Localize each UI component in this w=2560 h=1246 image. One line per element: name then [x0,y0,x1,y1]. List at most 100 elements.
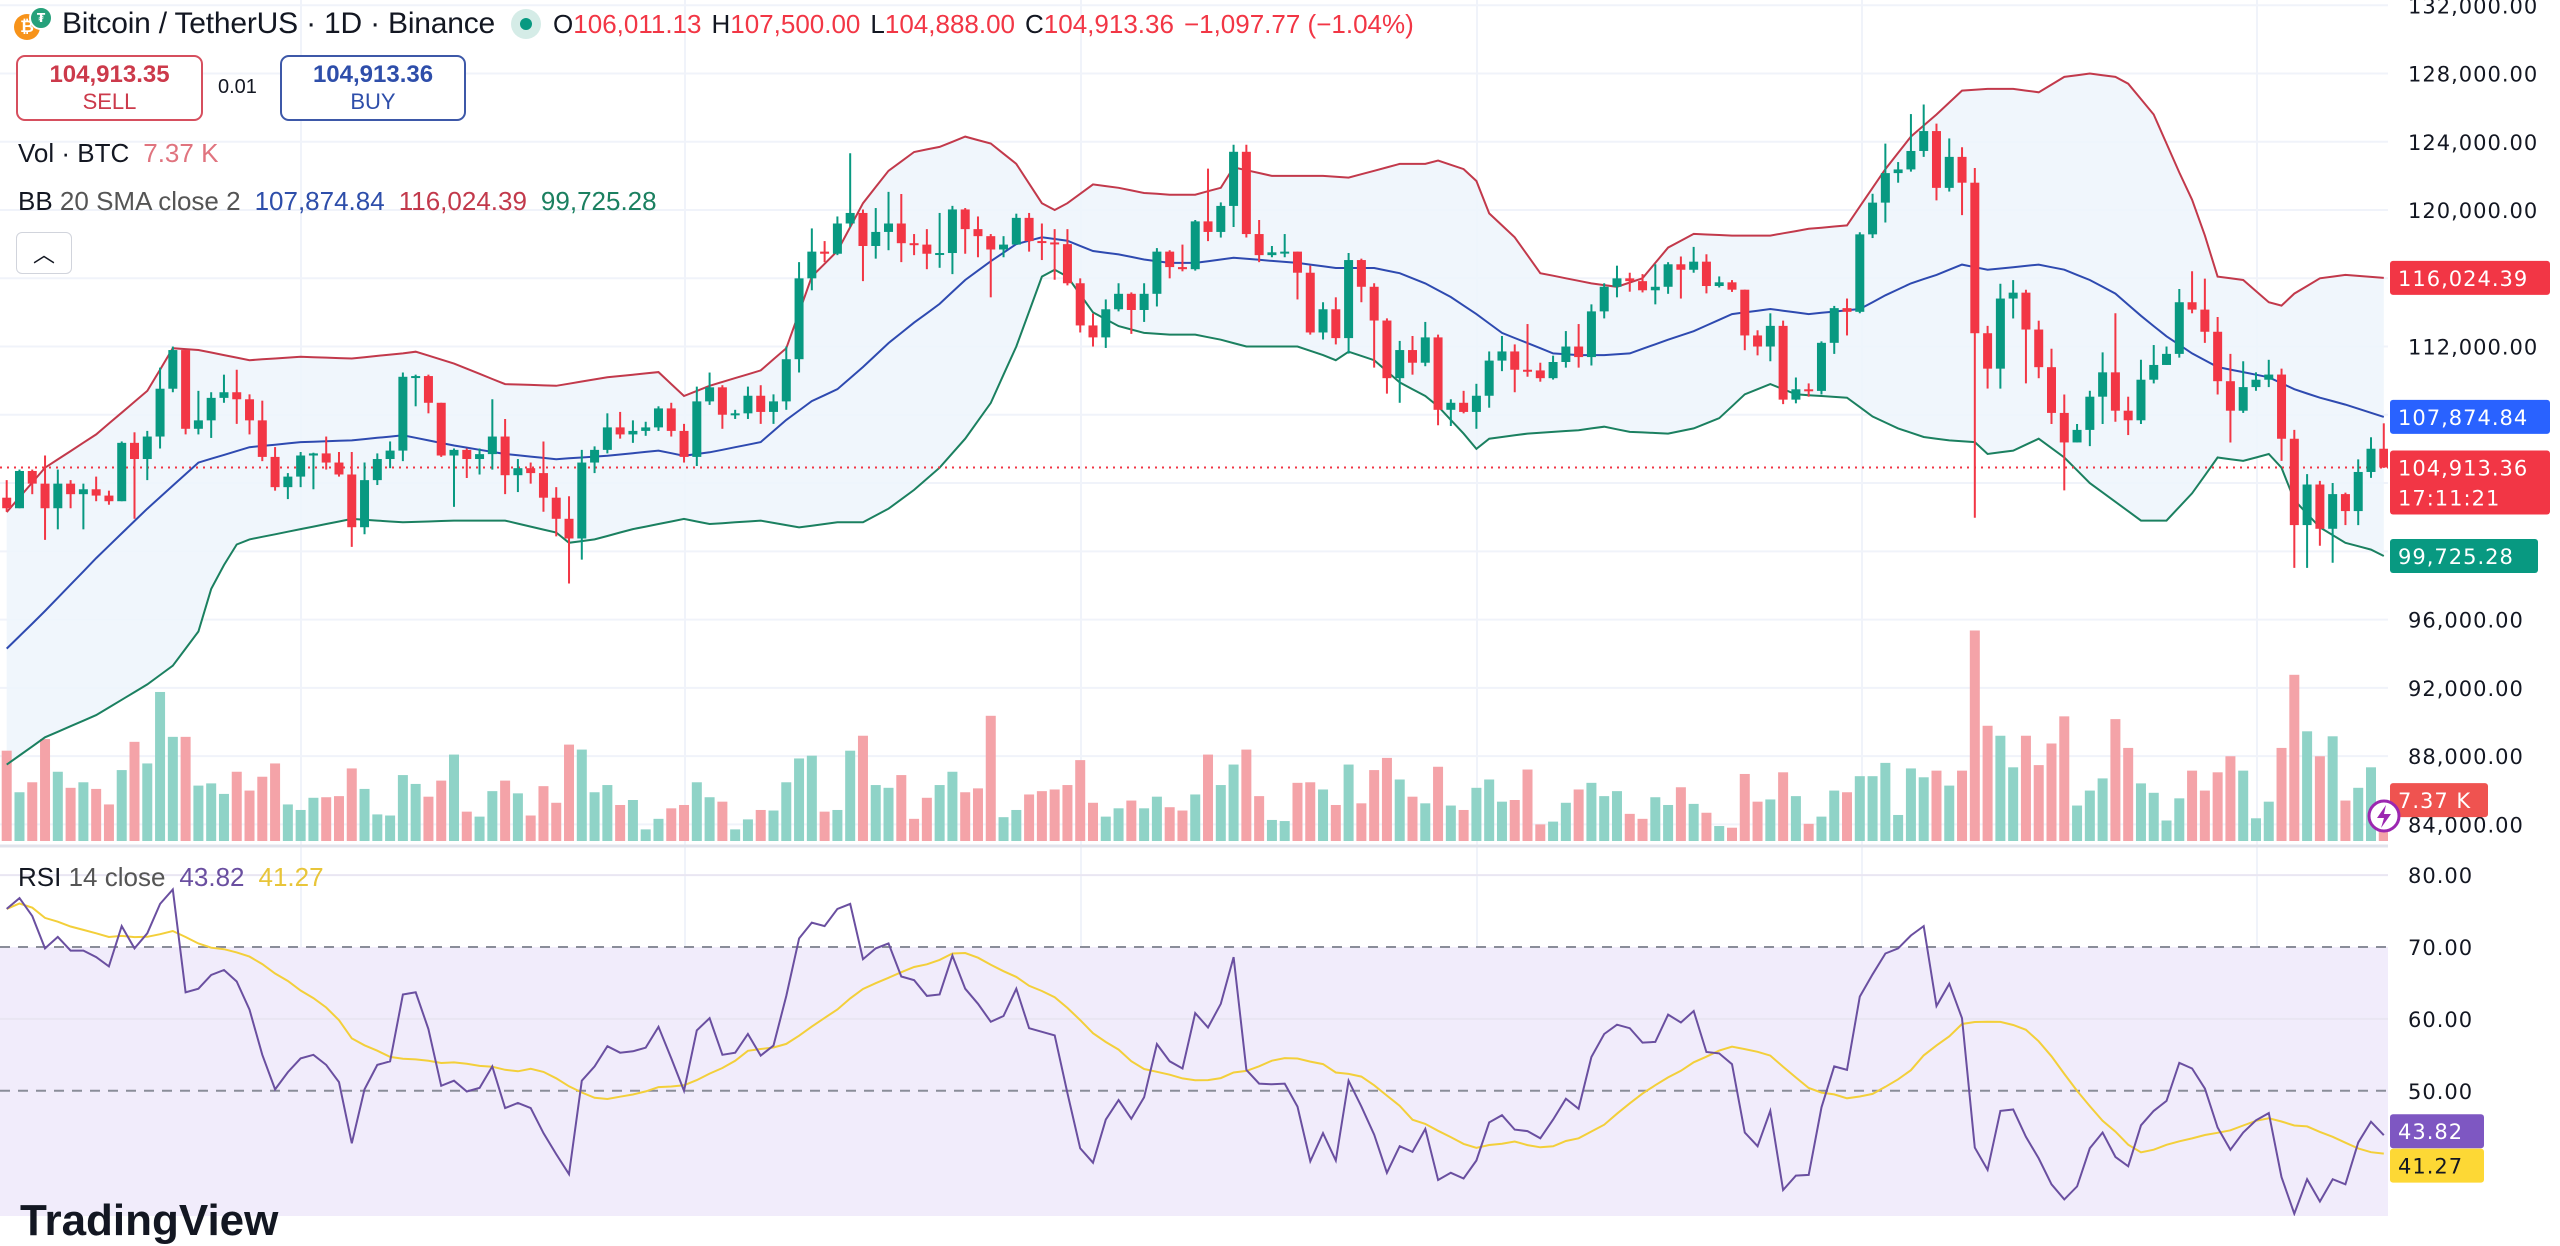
volume-bar [2199,790,2210,841]
rsi-legend[interactable]: RSI 14 close 43.82 41.27 [18,862,324,893]
candle-body [513,468,523,476]
candle-body [411,376,421,379]
volume-bar [1215,785,1226,841]
candle-body [1957,156,1967,183]
volume-bar [2187,770,2198,841]
candle-body [270,456,280,488]
candle-body [1701,261,1711,287]
sell-price: 104,913.35 [49,61,170,88]
candle-body [526,468,536,474]
candle-body [206,397,216,421]
volume-bar [52,771,63,841]
candle [1101,299,1111,348]
volume-bar [1407,796,1418,841]
candle-body [168,350,178,389]
volume-bar [1177,810,1188,841]
candle [2264,359,2274,388]
volume-bar [1522,769,1533,841]
open-label: O [553,8,574,39]
volume-bar [436,780,447,841]
candle-body [1318,309,1328,333]
price-tick-label: 84,000.00 [2408,813,2524,837]
candle [206,392,216,438]
volume-bar [512,793,523,841]
candle [1024,212,1034,252]
candle [257,400,267,462]
volume-bar [1982,725,1993,841]
volume-bar [1765,799,1776,841]
candle-body [104,495,114,502]
volume-bar [538,786,549,841]
candle [1152,248,1162,307]
candle-body [1995,298,2005,369]
candle-body [794,278,804,360]
candle-body [385,450,395,460]
volume-bar [1266,819,1277,841]
candle-body [1740,289,1750,336]
candle [781,346,791,410]
bb-basis-badge-bg [2390,399,2550,434]
candle [334,451,344,477]
candle [168,346,178,393]
candle-body [449,449,459,456]
volume-bar [1343,764,1354,841]
symbol-title[interactable]: Bitcoin / TetherUS · 1D · Binance [62,7,496,40]
candle-body [1344,260,1354,339]
candle [743,386,753,419]
candle-body [1625,278,1635,282]
candle [1535,362,1545,382]
volume-bar [1292,782,1303,841]
price-chart[interactable]: 132,000.00 128,000.00 124,000.00 120,000.00… [0,0,2560,1216]
volume-bar [525,815,536,841]
candle-body [1088,325,1098,338]
rsi-name: RSI [18,862,62,892]
candle [577,449,587,560]
volume-bar [730,829,741,841]
candle [1062,229,1072,286]
candle [487,399,497,470]
price-tick-label: 128,000.00 [2408,63,2538,87]
volume-bar [1752,801,1763,841]
candle [717,385,727,429]
volume-bar [972,788,983,841]
volume-bar [2238,770,2249,841]
volume-bar [1803,823,1814,841]
rsi-ma-badge: 41.27 [2390,1148,2484,1183]
candle-body [2353,471,2363,512]
green-dot-icon [520,18,533,30]
candle [1727,280,1737,292]
candle [462,448,472,479]
candle [896,193,906,263]
candle-body [641,427,651,431]
buy-button[interactable]: 104,913.36 BUY [280,55,466,121]
events-lightning-icon[interactable] [2367,799,2401,833]
collapse-legend-button[interactable]: ︿ [16,232,72,274]
candle-body [590,449,600,463]
volume-bar [321,797,332,841]
volume-bar [2250,818,2261,841]
bb-basis-badge-label: 107,874.84 [2398,406,2528,430]
candle [2059,394,2069,491]
candle-body [1855,234,1865,312]
volume-legend[interactable]: Vol · BTC 7.37 K [18,138,218,169]
candle [615,411,625,439]
candle-body [1241,151,1251,235]
candle [1919,104,1929,157]
volume-bar [1714,826,1725,841]
candle [1165,250,1175,279]
candle-body [1420,337,1430,363]
candle [1663,262,1673,294]
volume-bar [1420,803,1431,841]
volume-bar [2110,719,2121,841]
candle [1011,213,1021,245]
candle-body [1126,293,1136,310]
candle-body [347,474,357,528]
volume-bar [2340,800,2351,841]
candle [1126,292,1136,334]
close-value: 104,913.36 [1043,8,1174,39]
bb-legend[interactable]: BB 20 SMA close 2 107,874.84 116,024.39 … [18,186,657,217]
sell-button[interactable]: 104,913.35 SELL [16,55,203,121]
candle-body [960,209,970,230]
candle [1701,254,1711,294]
candle [1433,334,1443,426]
